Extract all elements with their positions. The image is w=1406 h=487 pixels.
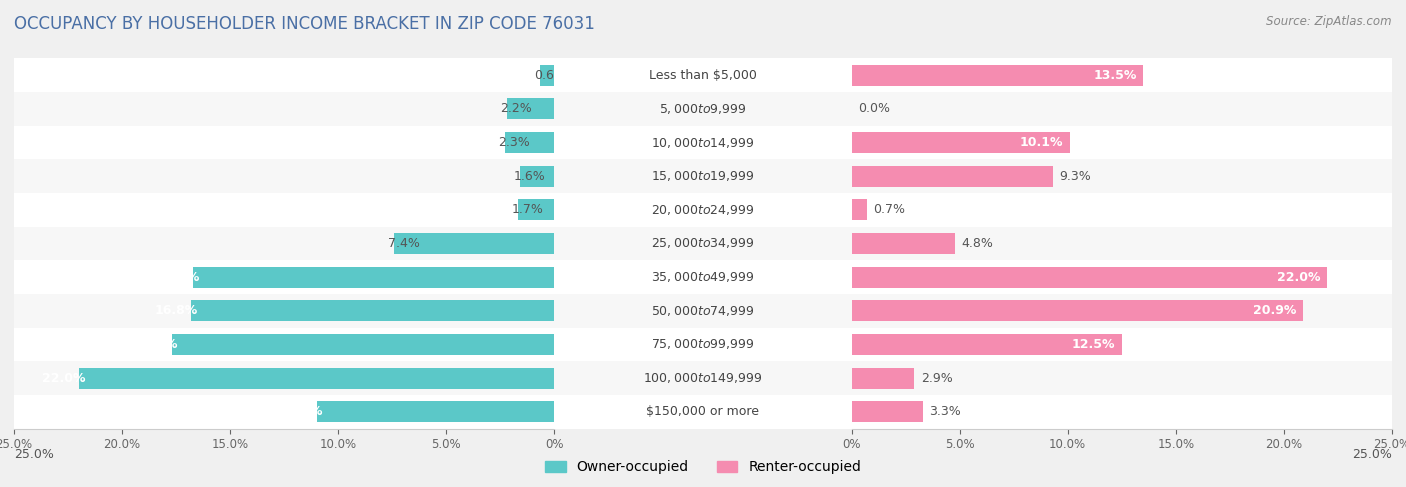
Bar [0, 159, 1406, 193]
Bar [0, 294, 1406, 328]
Text: $50,000 to $74,999: $50,000 to $74,999 [651, 304, 755, 318]
Bar [0, 226, 1406, 261]
Bar [0, 193, 1406, 226]
Bar [506, 98, 554, 119]
Bar [0, 92, 1406, 126]
Bar [0, 58, 1406, 92]
Bar [540, 65, 554, 86]
Bar [172, 334, 554, 355]
Bar [852, 334, 1122, 355]
Bar [0, 58, 1406, 92]
Bar [852, 300, 1303, 321]
Text: 0.66%: 0.66% [534, 69, 574, 82]
Bar [852, 132, 1070, 153]
Bar [852, 267, 1327, 288]
Bar [517, 199, 554, 220]
Bar [0, 226, 1406, 261]
Text: 10.1%: 10.1% [1019, 136, 1063, 149]
Text: 22.0%: 22.0% [1277, 271, 1320, 283]
Bar [852, 199, 866, 220]
Bar [0, 294, 1406, 328]
Bar [852, 401, 922, 422]
Bar [505, 132, 554, 153]
Bar [0, 328, 1406, 361]
Bar [0, 193, 1406, 226]
Text: 1.7%: 1.7% [512, 204, 543, 216]
Bar [0, 261, 1406, 294]
Bar [852, 166, 1053, 187]
Bar [0, 328, 1406, 361]
Text: 3.3%: 3.3% [929, 405, 962, 418]
Text: 4.8%: 4.8% [962, 237, 994, 250]
Bar [852, 233, 955, 254]
Bar [0, 126, 1406, 159]
Text: 17.7%: 17.7% [135, 338, 179, 351]
Bar [0, 261, 1406, 294]
Text: 0.7%: 0.7% [873, 204, 905, 216]
Bar [0, 294, 1406, 328]
Text: 2.3%: 2.3% [498, 136, 530, 149]
Bar [0, 193, 1406, 226]
Text: $5,000 to $9,999: $5,000 to $9,999 [659, 102, 747, 116]
Text: $35,000 to $49,999: $35,000 to $49,999 [651, 270, 755, 284]
Text: 25.0%: 25.0% [14, 448, 53, 461]
Text: $10,000 to $14,999: $10,000 to $14,999 [651, 135, 755, 150]
Text: $100,000 to $149,999: $100,000 to $149,999 [644, 371, 762, 385]
Text: 2.9%: 2.9% [921, 372, 952, 385]
Bar [395, 233, 554, 254]
Bar [0, 361, 1406, 395]
Bar [0, 126, 1406, 159]
Bar [852, 65, 1143, 86]
Bar [0, 92, 1406, 126]
Text: 11.0%: 11.0% [280, 405, 323, 418]
Text: 16.8%: 16.8% [155, 304, 198, 318]
Text: 22.0%: 22.0% [42, 372, 86, 385]
Bar [0, 159, 1406, 193]
Bar [0, 92, 1406, 126]
Text: 25.0%: 25.0% [1353, 448, 1392, 461]
Text: 12.5%: 12.5% [1071, 338, 1115, 351]
Text: 2.2%: 2.2% [501, 102, 531, 115]
Bar [852, 368, 914, 389]
Text: $15,000 to $19,999: $15,000 to $19,999 [651, 169, 755, 183]
Text: 7.4%: 7.4% [388, 237, 420, 250]
Text: $20,000 to $24,999: $20,000 to $24,999 [651, 203, 755, 217]
Bar [194, 267, 554, 288]
Bar [0, 395, 1406, 429]
Bar [520, 166, 554, 187]
Bar [191, 300, 554, 321]
Text: 9.3%: 9.3% [1059, 169, 1091, 183]
Bar [0, 395, 1406, 429]
Bar [0, 328, 1406, 361]
Bar [0, 58, 1406, 92]
Text: 16.7%: 16.7% [156, 271, 200, 283]
Bar [0, 361, 1406, 395]
Text: $25,000 to $34,999: $25,000 to $34,999 [651, 237, 755, 250]
Text: OCCUPANCY BY HOUSEHOLDER INCOME BRACKET IN ZIP CODE 76031: OCCUPANCY BY HOUSEHOLDER INCOME BRACKET … [14, 15, 595, 33]
Legend: Owner-occupied, Renter-occupied: Owner-occupied, Renter-occupied [538, 455, 868, 480]
Text: $75,000 to $99,999: $75,000 to $99,999 [651, 337, 755, 352]
Text: $150,000 or more: $150,000 or more [647, 405, 759, 418]
Bar [79, 368, 554, 389]
Text: Less than $5,000: Less than $5,000 [650, 69, 756, 82]
Bar [0, 159, 1406, 193]
Bar [0, 126, 1406, 159]
Text: 1.6%: 1.6% [513, 169, 546, 183]
Bar [0, 226, 1406, 261]
Bar [316, 401, 554, 422]
Text: 0.0%: 0.0% [858, 102, 890, 115]
Bar [0, 361, 1406, 395]
Text: 13.5%: 13.5% [1094, 69, 1137, 82]
Bar [0, 395, 1406, 429]
Bar [0, 261, 1406, 294]
Text: 20.9%: 20.9% [1254, 304, 1296, 318]
Text: Source: ZipAtlas.com: Source: ZipAtlas.com [1267, 15, 1392, 28]
